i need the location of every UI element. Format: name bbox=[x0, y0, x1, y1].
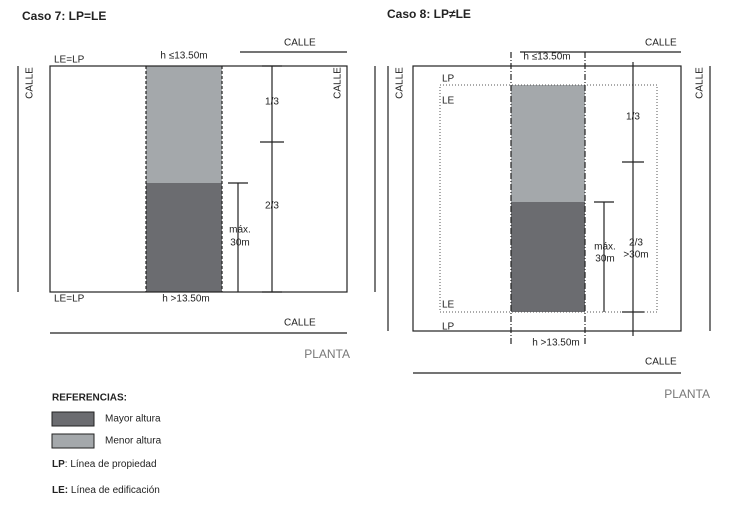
description: Línea de edificación bbox=[68, 485, 160, 496]
line-label: LE=LP bbox=[54, 55, 85, 66]
street-label: CALLE bbox=[284, 38, 316, 49]
ratio: 2/3 bbox=[629, 238, 643, 249]
lot bbox=[412, 65, 682, 332]
ratio: 1/3 bbox=[265, 97, 279, 108]
building-line bbox=[439, 84, 658, 313]
view-label: PLANTA bbox=[304, 347, 350, 361]
case-7: Caso 7: LP=LE CALLE CALLE CALLE CALLE LE… bbox=[17, 9, 376, 361]
definition: LP: Línea de propiedad bbox=[52, 459, 157, 470]
street-label: CALLE bbox=[25, 67, 36, 99]
lower-height bbox=[146, 66, 222, 183]
legend: REFERENCIAS: Mayor altura Menor altura L… bbox=[51, 393, 162, 496]
higher-height bbox=[511, 202, 585, 312]
title: Caso 7: LP=LE bbox=[22, 9, 106, 23]
ratio: 1/3 bbox=[626, 112, 640, 123]
line-label: LE bbox=[442, 300, 455, 311]
line-label: LE=LP bbox=[54, 294, 85, 305]
street-label: CALLE bbox=[645, 357, 677, 368]
height-label: h >13.50m bbox=[162, 294, 210, 305]
swatch bbox=[51, 411, 95, 427]
case-8: Caso 8: LP≠LE CALLE CALLE CALLE CALLE LP… bbox=[387, 7, 711, 401]
swatch bbox=[51, 433, 95, 449]
height-label: h ≤13.50m bbox=[160, 51, 207, 62]
term: LE: bbox=[52, 485, 68, 496]
street-label: CALLE bbox=[333, 67, 344, 99]
street-label: CALLE bbox=[395, 67, 406, 99]
max-label: 30m bbox=[595, 254, 614, 265]
ratio: >30m bbox=[623, 250, 648, 261]
line-label: LP bbox=[442, 322, 455, 333]
height-label: h >13.50m bbox=[532, 338, 580, 349]
street-label: CALLE bbox=[695, 67, 706, 99]
description: : Línea de propiedad bbox=[65, 459, 157, 470]
legend-item: Menor altura bbox=[105, 436, 162, 447]
max-label: máx. bbox=[229, 225, 251, 236]
street-label: CALLE bbox=[645, 38, 677, 49]
max-label: máx. bbox=[594, 242, 616, 253]
lower-height bbox=[511, 85, 585, 202]
term: LP bbox=[52, 459, 65, 470]
lot bbox=[49, 65, 348, 293]
definition: LE: Línea de edificación bbox=[52, 485, 160, 496]
title: Caso 8: LP≠LE bbox=[387, 7, 471, 21]
line-label: LE bbox=[442, 96, 455, 107]
legend-title: REFERENCIAS: bbox=[52, 393, 127, 404]
legend-item: Mayor altura bbox=[105, 414, 161, 425]
height-label: h ≤13.50m bbox=[523, 52, 570, 63]
max-label: 30m bbox=[230, 238, 249, 249]
higher-height bbox=[146, 183, 222, 292]
view-label: PLANTA bbox=[664, 387, 710, 401]
ratio: 2/3 bbox=[265, 201, 279, 212]
line-label: LP bbox=[442, 74, 455, 85]
street-label: CALLE bbox=[284, 318, 316, 329]
